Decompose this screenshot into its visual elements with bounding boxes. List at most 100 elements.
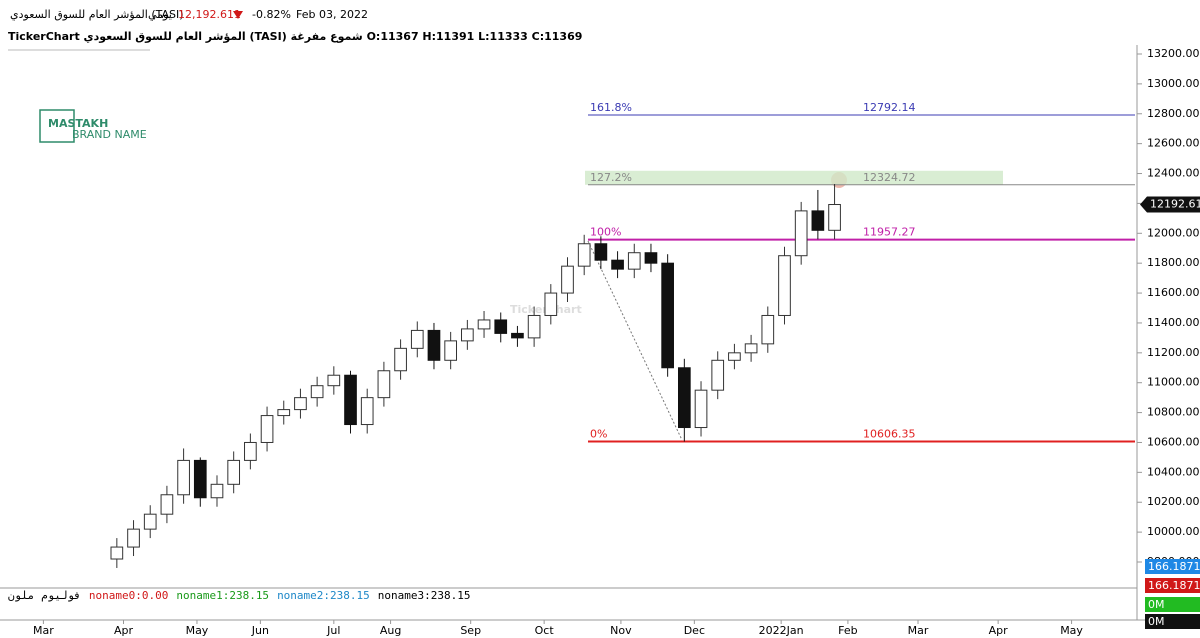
x-tick-label: Sep: [460, 624, 481, 637]
y-tick-label: 12800.0000: [1147, 107, 1200, 120]
y-tick-label: 10600.0000: [1147, 435, 1200, 448]
header-change: -0.82%: [252, 8, 291, 21]
y-tick-label: 12400.0000: [1147, 167, 1200, 180]
y-tick-label: 11600.0000: [1147, 286, 1200, 299]
fib-zone: [585, 170, 1003, 185]
price-tag-label: 12192.6113: [1150, 198, 1200, 211]
volume-tag-label: 0M: [1148, 598, 1165, 611]
candle-body: [160, 494, 174, 515]
x-tick-label: Nov: [610, 624, 632, 637]
header-period: يومي: [148, 8, 172, 21]
candle-body: [611, 259, 624, 270]
fib-ratio: 161.8%: [590, 101, 632, 114]
candle-body: [244, 441, 257, 461]
volume-tag-label: 166.1871M: [1148, 560, 1200, 573]
down-arrow: [233, 11, 243, 19]
header-price: 12,192.611: [178, 8, 241, 21]
candle-body: [544, 292, 558, 316]
volume-legend: noname1:238.15: [176, 589, 269, 602]
candle-body: [143, 513, 157, 530]
x-tick-label: Apr: [989, 624, 1009, 637]
x-tick-label: Mar: [908, 624, 929, 637]
volume-legend: فوليوم ملون: [8, 589, 81, 602]
header-name: المؤشر العام للسوق السعودي (TASI): [10, 8, 184, 21]
candle-body: [811, 210, 825, 231]
volume-legend: noname2:238.15: [277, 589, 370, 602]
fib-value: 12792.14: [863, 101, 916, 114]
candle-body: [410, 329, 424, 349]
candle-body: [661, 262, 674, 369]
price-tag: [1140, 196, 1200, 213]
y-tick-label: 11000.0000: [1147, 376, 1200, 389]
fib-value: 12324.72: [863, 171, 916, 184]
candle-body: [193, 459, 207, 499]
candle-body: [761, 314, 775, 345]
x-tick-label: Aug: [380, 624, 401, 637]
y-tick-label: 11200.0000: [1147, 346, 1200, 359]
candle-body: [310, 385, 324, 399]
x-tick-label: Jul: [326, 624, 340, 637]
subtitle: TickerChart المؤشر العام للسوق السعودي (…: [8, 30, 582, 43]
volume-tag: [1145, 578, 1200, 593]
candle-body: [394, 347, 407, 372]
candle-body: [110, 546, 124, 560]
x-tick-label: Apr: [114, 624, 134, 637]
volume-tag: [1145, 597, 1200, 612]
fib-ratio: 100%: [590, 226, 621, 239]
candle-body: [477, 319, 491, 330]
y-tick-label: 11400.0000: [1147, 316, 1200, 329]
candle-body: [677, 367, 691, 429]
y-tick-label: 12600.0000: [1147, 137, 1200, 150]
logo-frame: [39, 109, 75, 143]
fib-value: 11957.27: [863, 226, 916, 239]
candle-body: [260, 415, 274, 443]
volume-legend: noname3:238.15: [378, 589, 471, 602]
y-tick-label: 12000.0000: [1147, 226, 1200, 239]
candle-body: [594, 243, 608, 261]
fib-ratio: 0%: [590, 428, 607, 441]
candle-body: [461, 328, 474, 342]
candle-body: [494, 319, 508, 334]
candle-body: [210, 483, 224, 499]
y-tick-label: 11800.0000: [1147, 256, 1200, 269]
x-tick-label: Mar: [33, 624, 54, 637]
trend-line: [587, 240, 683, 441]
x-tick-label: May: [1060, 624, 1083, 637]
candle-body: [277, 409, 291, 417]
fib-ratio: 127.2%: [590, 171, 632, 184]
candle-body: [694, 389, 708, 429]
candle-body: [561, 265, 574, 294]
volume-tag-label: 166.1871M: [1148, 579, 1200, 592]
x-tick-label: Feb: [838, 624, 857, 637]
candle-body: [444, 340, 458, 361]
candle-body: [794, 210, 808, 257]
candle-body: [427, 329, 441, 361]
candle-body: [377, 370, 391, 399]
volume-tag: [1145, 614, 1200, 629]
candle-body: [511, 332, 524, 339]
candle-body: [644, 252, 658, 264]
candle-body: [227, 459, 241, 485]
y-tick-label: 13000.0000: [1147, 77, 1200, 90]
x-tick-label: 2022Jan: [759, 624, 804, 637]
candle-body: [294, 397, 307, 411]
candle-body: [527, 314, 541, 339]
candle-body: [127, 528, 140, 548]
y-tick-label: 13200.0000: [1147, 47, 1200, 60]
candle-body: [577, 243, 591, 267]
y-tick-label: 10800.0000: [1147, 406, 1200, 419]
fib-value: 10606.35: [863, 428, 916, 441]
x-tick-label: May: [186, 624, 209, 637]
candle-body: [627, 252, 641, 270]
candle-body: [177, 459, 190, 496]
x-tick-label: Jun: [251, 624, 269, 637]
x-tick-label: Dec: [684, 624, 705, 637]
y-tick-label: 10200.0000: [1147, 495, 1200, 508]
y-tick-label: 10000.0000: [1147, 525, 1200, 538]
candle-body: [344, 374, 357, 426]
volume-legend: noname0:0.00: [89, 589, 168, 602]
candle-body: [728, 352, 741, 361]
candle-body: [744, 343, 758, 354]
